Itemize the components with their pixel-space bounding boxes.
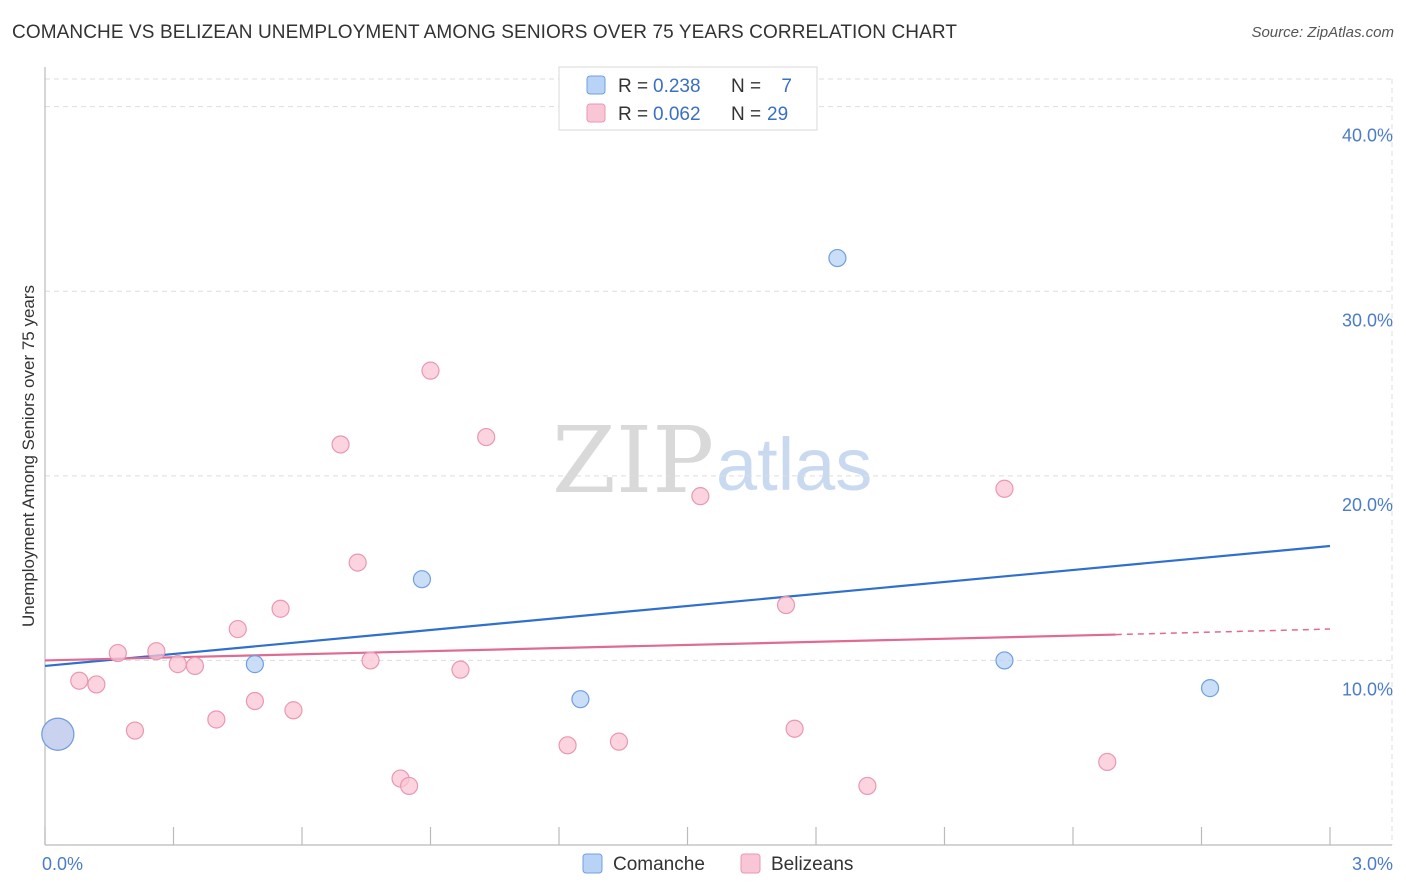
legend-swatch-comanche: [586, 75, 606, 95]
comanche-trend-line: [44, 544, 1331, 668]
legend-r-value-comanche: 0.238: [653, 76, 701, 97]
watermark-atlas: atlas: [716, 423, 872, 506]
belizean-point-22: [609, 732, 629, 751]
data-points: [41, 248, 1220, 796]
belizean-trend-line: [44, 633, 1116, 662]
y-tick-label: 10.0%: [1342, 679, 1393, 699]
belizean-point-13: [331, 435, 350, 454]
belizean-point-10: [245, 691, 264, 711]
belizean-point-4: [125, 721, 145, 740]
bottom-legend-swatch-belizeans: [740, 853, 761, 874]
y-tick-label: 20.0%: [1342, 495, 1393, 515]
belizean-point-23: [691, 487, 710, 506]
belizean-point-15: [361, 651, 380, 670]
watermark-zip: ZIP: [552, 407, 714, 514]
bottom-legend-swatch-comanche: [582, 853, 603, 874]
belizean-trend-extension: [1115, 628, 1331, 636]
belizean-point-7: [185, 656, 205, 676]
belizean-point-17: [399, 776, 419, 796]
chart-title: COMANCHE VS BELIZEAN UNEMPLOYMENT AMONG …: [12, 22, 958, 43]
x-tick-label-end: 3.0%: [1352, 854, 1393, 874]
belizean-point-28: [1098, 752, 1117, 772]
belizean-point-11: [271, 599, 290, 618]
belizean-point-8: [207, 710, 226, 729]
comanche-point-6: [1200, 679, 1220, 698]
trend-lines: [44, 544, 1331, 668]
belizean-point-14: [348, 553, 367, 572]
belizean-point-25: [785, 719, 804, 738]
comanche-point-0: [41, 717, 75, 751]
belizean-point-18: [421, 361, 440, 380]
legend-n-label-comanche: N =: [731, 76, 761, 97]
legend-n-value-belizeans: 29: [767, 104, 788, 125]
bottom-legend-label-belizeans: Belizeans: [771, 854, 853, 875]
y-axis-title: Unemployment Among Seniors over 75 years: [19, 285, 38, 627]
watermark: ZIP atlas: [552, 407, 872, 514]
bottom-legend-label-comanche: Comanche: [613, 854, 705, 875]
legend-swatch-belizeans: [586, 103, 606, 123]
belizean-point-1: [70, 671, 89, 690]
comanche-point-4: [828, 248, 847, 268]
legend-r-label-comanche: R =: [618, 76, 648, 97]
belizean-point-6: [168, 655, 187, 674]
belizean-point-5: [147, 642, 166, 661]
gridlines: [45, 78, 1393, 845]
source-label: Source: ZipAtlas.com: [1251, 24, 1394, 41]
legend-n-label-belizeans: N =: [731, 104, 761, 125]
comanche-point-1: [245, 655, 264, 674]
legend-r-label-belizeans: R =: [618, 104, 648, 125]
legend-n-value-comanche: 7: [781, 76, 792, 97]
x-tick-label-start: 0.0%: [42, 854, 83, 874]
belizean-point-21: [558, 736, 577, 755]
belizean-point-2: [87, 675, 106, 694]
belizean-point-27: [995, 479, 1014, 498]
y-tick-label: 40.0%: [1342, 126, 1393, 146]
axes: 10.0% 20.0% 30.0% 40.0% 0.0% 3.0%: [42, 67, 1393, 874]
bottom-legend: Comanche Belizeans: [582, 853, 853, 875]
comanche-point-3: [571, 690, 590, 709]
comanche-point-5: [995, 651, 1014, 670]
legend-r-value-belizeans: 0.062: [653, 104, 701, 125]
belizean-point-19: [451, 660, 470, 679]
belizean-point-24: [776, 595, 796, 615]
belizean-point-9: [228, 619, 247, 639]
belizean-point-3: [108, 643, 127, 663]
comanche-point-2: [412, 570, 432, 589]
legend: R = 0.238 N = 7 R = 0.062 N = 29: [558, 66, 818, 131]
belizean-point-12: [284, 701, 303, 720]
belizean-point-26: [858, 776, 877, 796]
y-tick-label: 30.0%: [1342, 310, 1393, 330]
belizean-point-20: [477, 427, 496, 447]
